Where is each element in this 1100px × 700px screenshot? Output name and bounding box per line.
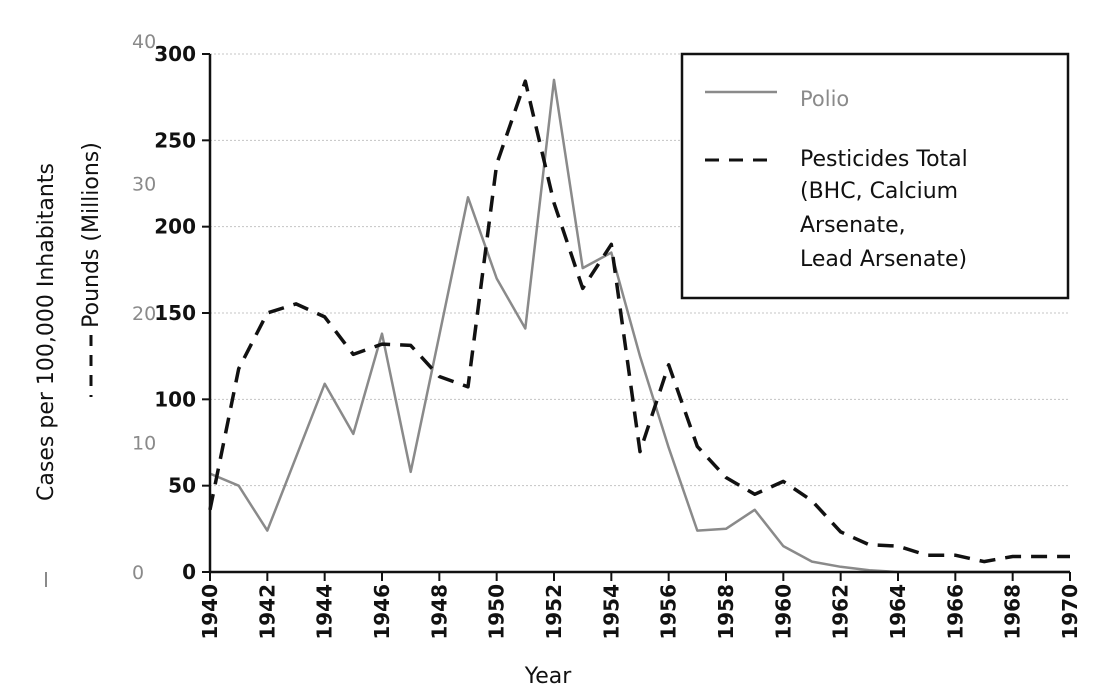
legend: Polio Pesticides Total (BHC, Calcium Ars… [680,52,1070,300]
y-tick-label-cases: 250 [154,128,196,152]
legend-pesticides-line-2: (BHC, Calcium [800,179,958,204]
legend-box [680,52,1070,300]
x-tick-label: 1946 [370,584,394,640]
x-tick-label: 1968 [1001,584,1025,640]
legend-polio-label: Polio [800,87,849,111]
y-axis-title-cases-text: Cases per 100,000 Inhabitants [34,163,59,501]
y-tick-label-cases: 300 [154,42,196,66]
y-tick-label-pounds: 30 [132,174,156,196]
y-tick-label-pounds: 20 [132,303,156,325]
y-tick-label-cases: 0 [182,560,196,584]
y-axis-title-pounds: Pounds (Millions) [79,142,104,397]
x-ticks: 1940 1942 1944 1946 1948 1950 1952 1954 1956 1958… [198,572,1082,640]
y-tick-label-cases: 150 [154,301,196,325]
x-tick-label: 1954 [599,584,623,640]
legend-pesticides-line-1: Pesticides Total [800,147,968,172]
y-axis-title-pounds-text: Pounds (Millions) [79,142,104,328]
y-ticks-pounds: 0 10 20 30 40 [132,31,156,584]
y-ticks-cases: 0 50 100 150 200 250 300 [154,42,210,584]
y-tick-label-pounds: 40 [132,31,156,53]
x-tick-label: 1952 [542,584,566,640]
x-tick-label: 1940 [198,584,222,640]
x-tick-label: 1970 [1058,584,1082,640]
y-axis-title-cases: Cases per 100,000 Inhabitants [34,163,59,587]
series-lines [208,78,1071,574]
x-tick-label: 1960 [771,584,795,640]
legend-pesticides-line-3: Arsenate, [800,213,906,238]
x-tick-label: 1948 [427,584,451,640]
y-tick-label-cases: 200 [154,215,196,239]
y-tick-label-pounds: 10 [132,433,156,455]
y-tick-label-pounds: 0 [132,562,144,584]
x-tick-label: 1956 [657,584,681,640]
x-tick-label: 1964 [886,584,910,640]
x-tick-label: 1958 [714,584,738,640]
y-tick-label-cases: 50 [168,474,196,498]
y-tick-label-cases: 100 [154,387,196,411]
pesticides-series-line [208,79,1070,564]
x-tick-label: 1962 [829,584,853,640]
x-tick-label: 1966 [943,584,967,640]
legend-pesticides-line-4: Lead Arsenate) [800,247,967,272]
x-tick-label: 1942 [255,584,279,640]
x-tick-label: 1950 [485,584,509,640]
x-tick-label: 1944 [313,584,337,640]
x-axis-title: Year [524,664,573,689]
polio-series-line [209,78,1070,574]
